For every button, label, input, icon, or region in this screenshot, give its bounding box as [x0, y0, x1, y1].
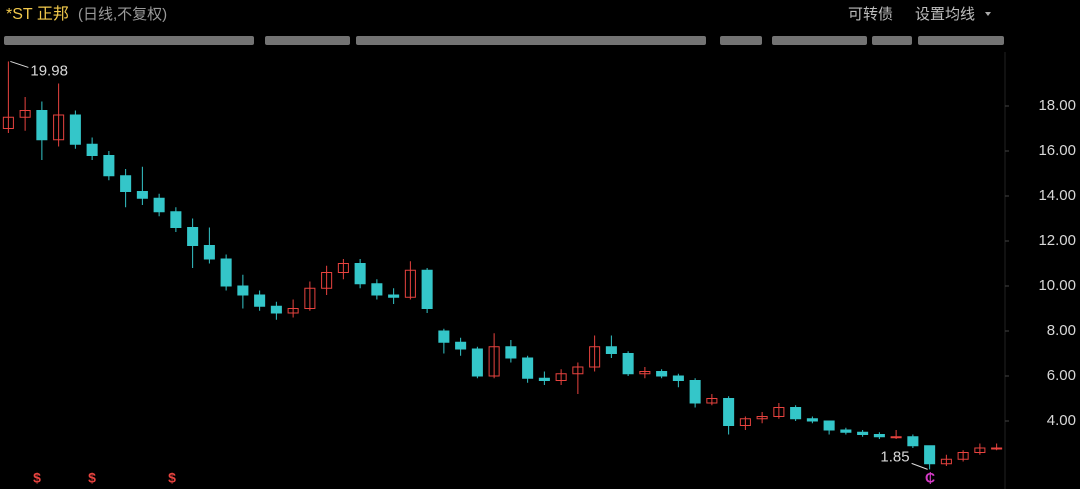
chart-subtitle: (日线,不复权) — [78, 5, 167, 23]
y-tick-label: 18.00 — [1038, 97, 1076, 114]
candle-body — [890, 436, 902, 439]
max-arrow — [10, 60, 29, 68]
candle-body — [438, 330, 450, 343]
candle-body — [404, 269, 416, 298]
candle-body — [689, 380, 701, 404]
candle-body — [555, 373, 567, 381]
candle-body — [605, 346, 617, 354]
candle-body — [873, 434, 885, 438]
candle-body — [69, 114, 81, 145]
candle-body — [505, 346, 517, 359]
candle-body — [120, 175, 132, 192]
candle-body — [421, 269, 433, 309]
candle-body — [153, 197, 165, 213]
candle-body — [287, 308, 299, 314]
candle-body — [203, 245, 215, 260]
dropdown-arrow — [985, 12, 991, 16]
candle-body — [354, 263, 366, 285]
candle-body — [622, 353, 634, 375]
candle-body — [957, 452, 969, 460]
candle-body — [103, 155, 115, 177]
y-tick-label: 14.00 — [1038, 187, 1076, 204]
candle-body — [388, 294, 400, 298]
y-tick-label: 6.00 — [1047, 367, 1076, 384]
candle-body — [739, 418, 751, 426]
event-marker: ₵ — [925, 470, 935, 486]
menu-convertible[interactable]: 可转债 — [848, 6, 893, 23]
min-label: 1.85 — [880, 448, 909, 465]
menu-ma-settings[interactable]: 设置均线 — [915, 6, 975, 23]
min-arrow — [911, 462, 928, 470]
y-tick-label: 10.00 — [1038, 277, 1076, 294]
event-marker: $ — [33, 470, 41, 486]
candle-body — [857, 431, 869, 435]
candle-body — [170, 211, 182, 228]
candle-body — [19, 110, 31, 118]
candle-body — [907, 436, 919, 447]
candle-body — [723, 398, 735, 426]
candle-body — [321, 272, 333, 289]
candle-body — [2, 116, 14, 129]
candle-body — [136, 191, 148, 199]
candle-body — [237, 285, 249, 296]
event-marker: $ — [88, 470, 96, 486]
blurred-indicator-row — [4, 36, 1004, 45]
y-tick-label: 4.00 — [1047, 412, 1076, 429]
max-label: 19.98 — [30, 62, 68, 79]
event-marker: $ — [168, 470, 176, 486]
candle-body — [790, 407, 802, 420]
candle-body — [522, 357, 534, 379]
candle-body — [974, 447, 986, 453]
candle-body — [538, 377, 550, 381]
candle-body — [304, 287, 316, 309]
y-tick-label: 8.00 — [1047, 322, 1076, 339]
candle-body — [773, 407, 785, 417]
candle-body — [656, 371, 668, 377]
candle-body — [991, 447, 1003, 450]
y-tick-label: 12.00 — [1038, 232, 1076, 249]
candle-body — [270, 305, 282, 314]
candle-body — [53, 114, 65, 141]
chart-title: *ST 正邦 — [6, 5, 69, 23]
candle-body — [672, 375, 684, 381]
y-tick-label: 16.00 — [1038, 142, 1076, 159]
candle-body — [639, 371, 651, 375]
candle-body — [488, 346, 500, 377]
candle-body — [86, 143, 98, 156]
candle-body — [806, 418, 818, 422]
candle-body — [823, 420, 835, 431]
candle-body — [940, 458, 952, 465]
candle-body — [756, 416, 768, 420]
candle-body — [36, 110, 48, 141]
candle-body — [572, 366, 584, 375]
candle-body — [187, 227, 199, 246]
candle-body — [254, 294, 266, 307]
candle-body — [371, 283, 383, 296]
candle-body — [589, 346, 601, 368]
candle-body — [924, 445, 936, 465]
candle-body — [706, 398, 718, 404]
candle-body — [220, 258, 232, 287]
candle-body — [471, 348, 483, 377]
candle-body — [455, 341, 467, 350]
candle-body — [337, 263, 349, 273]
candle-body — [840, 429, 852, 433]
